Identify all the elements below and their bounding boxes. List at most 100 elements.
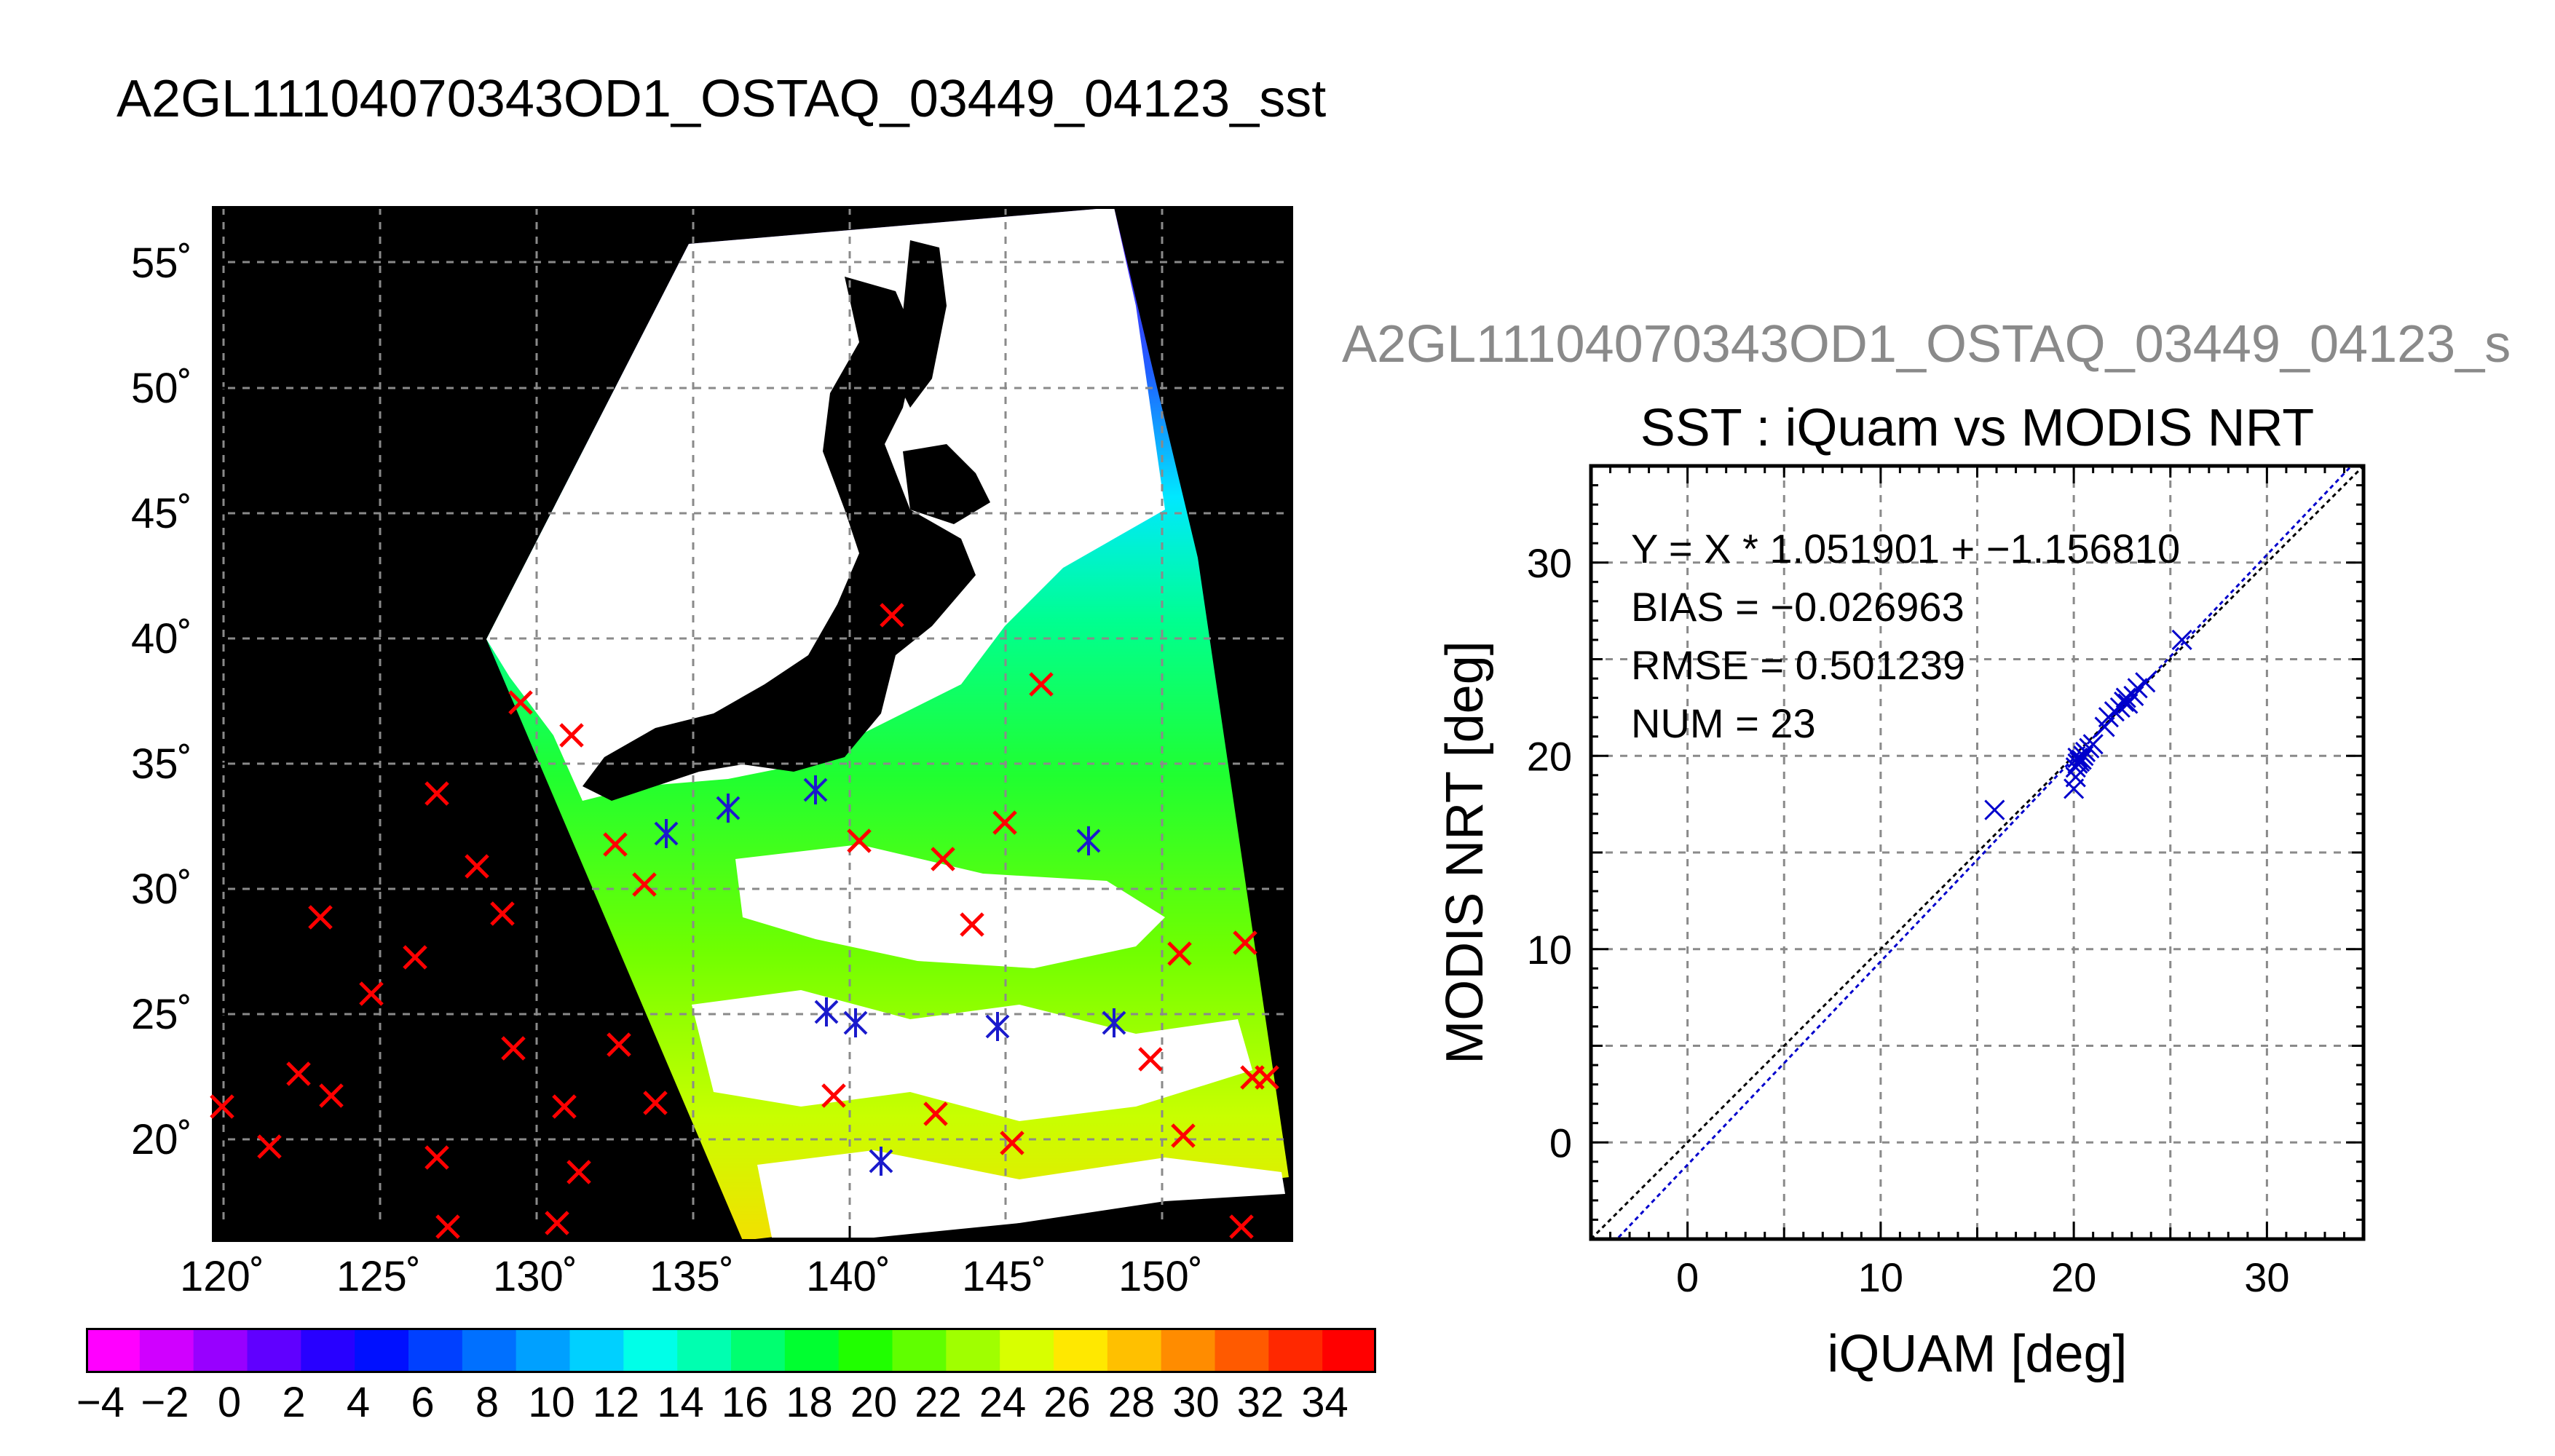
- matched-marker: [985, 1012, 1010, 1041]
- identity-line: [1591, 466, 2364, 1239]
- data-point: [2135, 672, 2156, 693]
- lat-tick-label: 25˚: [131, 991, 192, 1038]
- y-axis-label: MODIS NRT [deg]: [1436, 641, 1494, 1064]
- lat-tick-label: 50˚: [131, 365, 192, 412]
- iquam-marker: [923, 1101, 948, 1126]
- scatter-filename: A2GL11104070343OD1_OSTAQ_03449_04123_s: [1342, 315, 2511, 373]
- colorbar-swatch: [731, 1328, 786, 1373]
- iquam-marker: [847, 828, 872, 853]
- colorbar-tick-label: 22: [915, 1379, 962, 1426]
- colorbar-swatch: [247, 1328, 301, 1373]
- iquam-marker: [632, 872, 657, 897]
- lon-tick-label: 130˚: [493, 1253, 578, 1300]
- iquam-marker: [992, 810, 1017, 835]
- stats-annotation: NUM = 23: [1631, 700, 1816, 746]
- colorbar-swatch: [946, 1328, 1000, 1373]
- iquam-marker: [424, 781, 449, 806]
- colorbar-tick-label: 10: [528, 1379, 575, 1426]
- lat-tick-label: 40˚: [131, 615, 192, 662]
- y-tick-label: 20: [1527, 733, 1572, 779]
- regression-line: [1615, 466, 2353, 1239]
- data-point: [2067, 747, 2088, 768]
- colorbar-tick-label: 26: [1043, 1379, 1091, 1426]
- iquam-marker: [1029, 672, 1054, 697]
- matched-marker: [814, 997, 839, 1026]
- matched-marker: [869, 1147, 893, 1176]
- iquam-marker: [435, 1214, 460, 1239]
- stats-annotation: Y = X * 1.051901 + −1.156810: [1631, 526, 2180, 571]
- lon-tick-label: 140˚: [806, 1253, 891, 1300]
- lon-tick-label: 135˚: [649, 1253, 735, 1300]
- iquam-marker: [501, 1036, 526, 1061]
- iquam-marker: [607, 1032, 631, 1057]
- data-point: [2114, 691, 2135, 712]
- data-point: [2094, 716, 2115, 737]
- iquam-marker: [1255, 1065, 1279, 1090]
- colorbar-swatch: [1161, 1328, 1215, 1373]
- map-frame: [212, 206, 1293, 1242]
- lat-tick-label: 45˚: [131, 490, 192, 537]
- iquam-marker: [319, 1083, 344, 1108]
- colorbar: [86, 1328, 1376, 1373]
- colorbar-swatch: [1322, 1328, 1376, 1373]
- colorbar-swatch: [1107, 1328, 1162, 1373]
- iquam-marker: [821, 1083, 846, 1108]
- iquam-marker: [490, 901, 515, 926]
- colorbar-swatch: [462, 1328, 517, 1373]
- lon-tick-label: 120˚: [180, 1253, 265, 1300]
- data-point: [2073, 745, 2094, 767]
- cloud-region: [757, 1150, 1285, 1238]
- colorbar-swatch: [516, 1328, 570, 1373]
- cloud-region: [735, 844, 1165, 968]
- matched-marker: [654, 819, 679, 848]
- colorbar-tick-label: 14: [657, 1379, 704, 1426]
- iquam-marker: [545, 1211, 569, 1235]
- matched-marker: [803, 775, 828, 804]
- iquam-marker: [359, 981, 384, 1006]
- colorbar-swatch: [1268, 1328, 1323, 1373]
- colorbar-frame: [86, 1328, 1376, 1373]
- iquam-marker: [1138, 1047, 1163, 1072]
- colorbar-swatch: [355, 1328, 409, 1373]
- colorbar-tick-label: 0: [217, 1379, 242, 1426]
- matched-marker: [843, 1008, 868, 1037]
- iquam-marker: [1233, 930, 1257, 955]
- colorbar-swatch: [569, 1328, 624, 1373]
- colorbar-tick-label: 12: [592, 1379, 640, 1426]
- x-tick-label: 10: [1858, 1254, 1903, 1300]
- iquam-marker: [257, 1134, 282, 1159]
- colorbar-tick-label: 16: [721, 1379, 769, 1426]
- matched-marker: [716, 794, 741, 823]
- colorbar-swatch: [1054, 1328, 1108, 1373]
- data-point: [2117, 693, 2139, 714]
- iquam-marker: [465, 854, 489, 879]
- colorbar-tick-label: 28: [1107, 1379, 1156, 1426]
- stats-annotation: BIAS = −0.026963: [1631, 584, 1964, 630]
- colorbar-swatch: [784, 1328, 840, 1373]
- data-point: [2069, 751, 2090, 772]
- land-japan: [583, 277, 976, 801]
- colorbar-tick-label: 32: [1236, 1379, 1284, 1426]
- data-point: [2071, 749, 2092, 770]
- colorbar-tick-label: −2: [141, 1379, 189, 1426]
- data-point: [2065, 767, 2086, 788]
- iquam-marker: [1229, 1214, 1254, 1239]
- iquam-marker: [1167, 941, 1192, 966]
- colorbar-tick-label: 6: [411, 1379, 435, 1426]
- iquam-marker: [1000, 1131, 1024, 1155]
- colorbar-swatch: [838, 1328, 893, 1373]
- lat-tick-label: 55˚: [131, 240, 192, 287]
- colorbar-swatch: [1215, 1328, 1269, 1373]
- y-tick-label: 0: [1549, 1120, 1572, 1166]
- data-point: [2079, 737, 2100, 759]
- x-tick-label: 30: [2244, 1254, 2289, 1300]
- matched-markers: [654, 775, 1126, 1176]
- colorbar-swatch: [1000, 1328, 1054, 1373]
- y-tick-label: 10: [1527, 927, 1572, 973]
- iquam-marker: [424, 1145, 449, 1170]
- data-point: [2065, 757, 2086, 778]
- iquam-marker: [508, 690, 533, 715]
- iquam-marker: [1240, 1065, 1265, 1090]
- iquam-markers: [210, 603, 1279, 1239]
